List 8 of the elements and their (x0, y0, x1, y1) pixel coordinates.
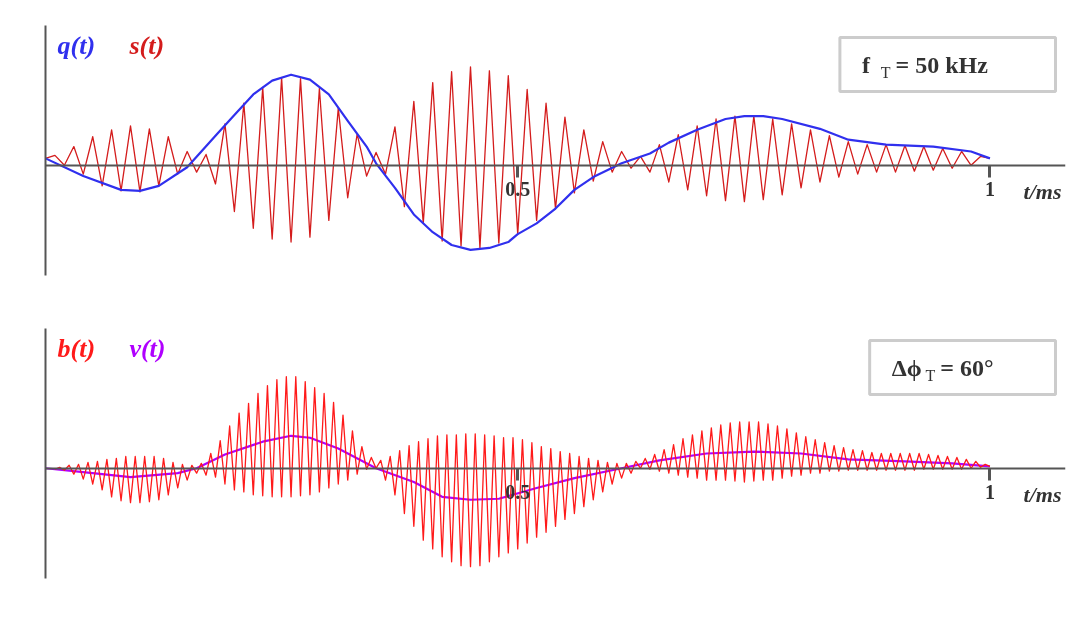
text: v(t) (129, 334, 166, 363)
x-tick-label: 1 (984, 178, 995, 201)
x-axis-title: t/ms (1023, 482, 1062, 508)
text: q(t) (57, 31, 96, 60)
text: s(t) (128, 31, 165, 60)
text: b(t) (57, 334, 96, 363)
x-axis-title: t/ms (1023, 179, 1062, 205)
x-tick-label: 1 (984, 481, 995, 504)
